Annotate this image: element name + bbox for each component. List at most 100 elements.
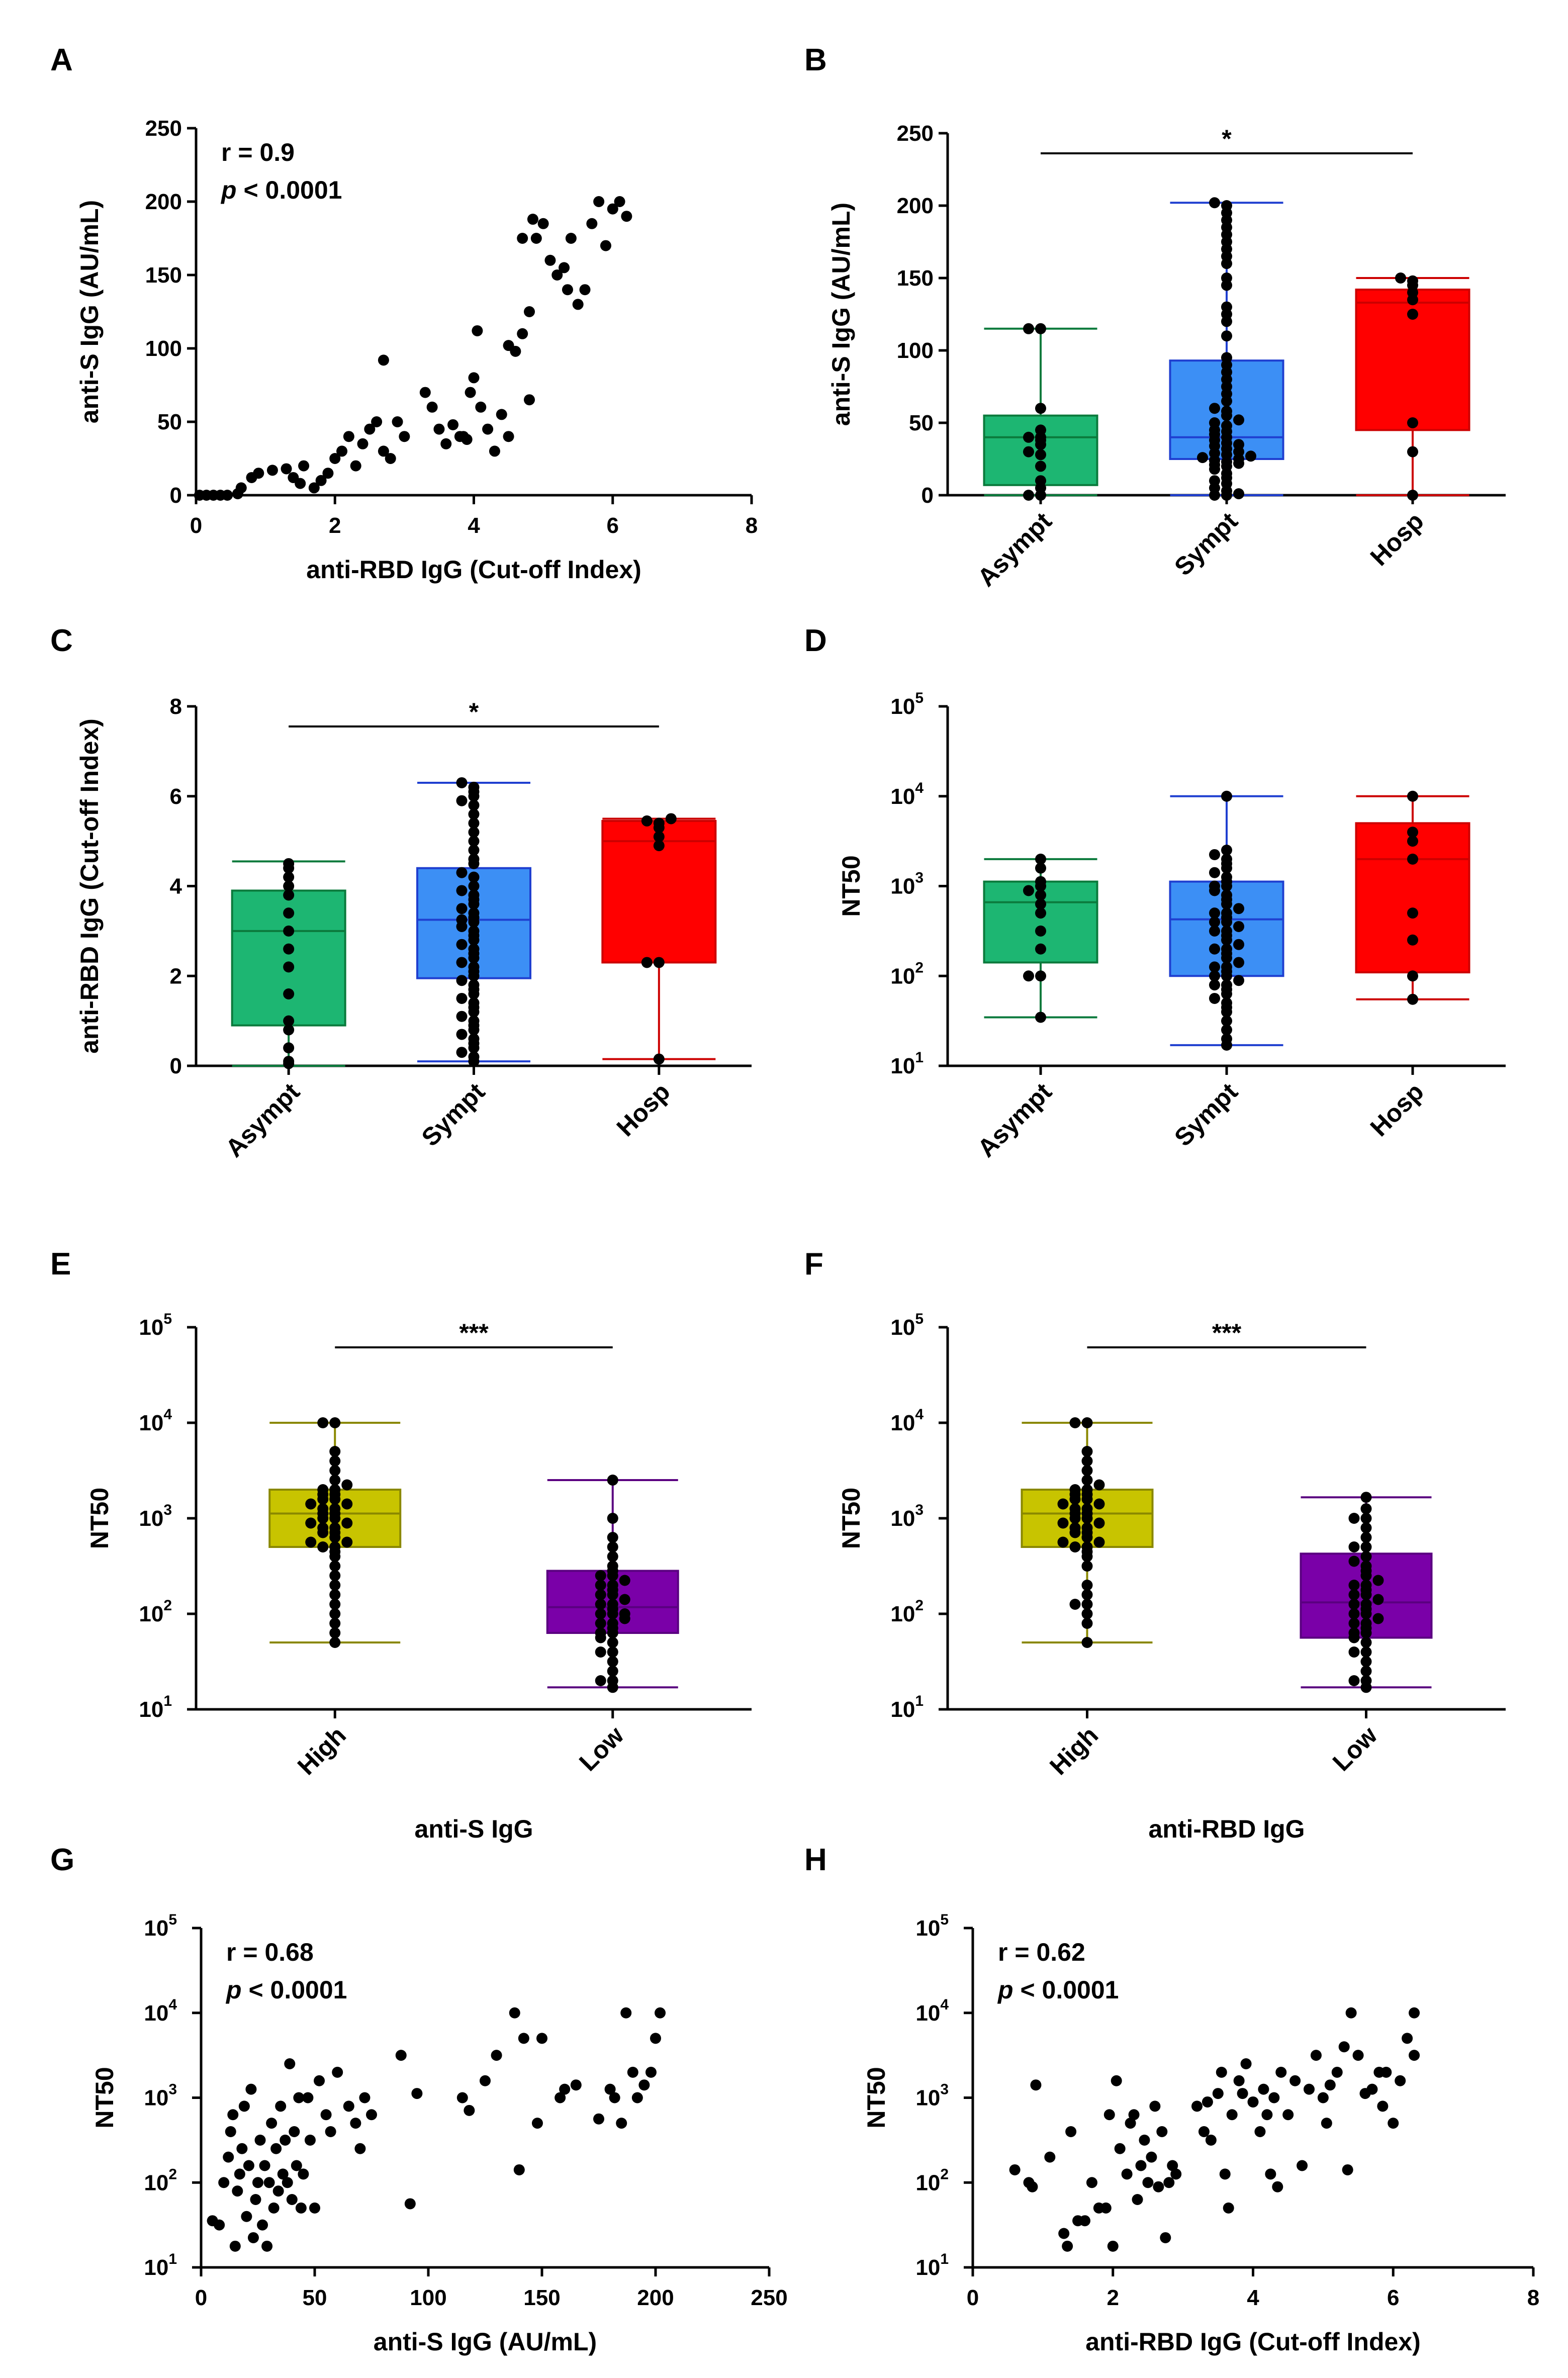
box-data-point: [329, 1455, 341, 1467]
scatter-point: [509, 2007, 520, 2019]
box-data-point: [468, 781, 480, 793]
box-data-point: [1081, 1446, 1093, 1457]
scatter-point: [468, 372, 480, 384]
box-data-point: [283, 1015, 295, 1027]
y-axis-label: NT50: [837, 1488, 865, 1549]
box-data-point: [1081, 1589, 1093, 1600]
box-data-point: [283, 907, 295, 919]
box-data-point: [1221, 925, 1232, 937]
y-tick-exponent: 1: [915, 1693, 924, 1709]
y-tick-exponent: 4: [940, 1996, 949, 2013]
scatter-point: [1352, 2050, 1364, 2061]
box-data-point: [468, 925, 480, 937]
box-data-point: [341, 1498, 353, 1510]
box-data-point: [1069, 1503, 1081, 1514]
box-data-point: [607, 1618, 618, 1629]
box-data-point: [1360, 1532, 1372, 1543]
box-data-point: [1081, 1637, 1093, 1648]
y-tick-label: 105: [890, 1311, 924, 1340]
scatter-point: [1395, 2075, 1406, 2086]
box-data-point: [1360, 1647, 1372, 1658]
scatter-point: [1377, 2100, 1389, 2112]
box-data-point: [1360, 1599, 1372, 1610]
scatter-point: [1132, 2194, 1143, 2205]
box-data-point: [607, 1637, 618, 1648]
box-data-point: [1023, 885, 1034, 896]
scatter-point: [236, 2143, 248, 2154]
box-data-point: [1035, 925, 1046, 937]
scatter-point: [570, 2079, 582, 2091]
scatter-point: [1135, 2160, 1147, 2171]
box-data-point: [456, 1047, 468, 1058]
box-data-point: [456, 1011, 468, 1022]
scatter-point: [433, 423, 445, 435]
box-data-point: [607, 1551, 618, 1562]
box-data-point: [329, 1608, 341, 1619]
y-tick-label: 104: [915, 1996, 949, 2026]
scatter-point: [1237, 2088, 1248, 2099]
y-tick-exponent: 3: [940, 2081, 949, 2098]
y-tick-label: 101: [139, 1693, 172, 1722]
box-data-point: [468, 979, 480, 991]
box-data-point: [456, 885, 468, 896]
y-tick-label: 50: [909, 411, 934, 435]
box-data-point: [1221, 907, 1232, 919]
significance-label: ***: [459, 1319, 489, 1347]
y-tick-exponent: 1: [163, 1693, 172, 1709]
y-axis-label: NT50: [85, 1488, 114, 1549]
y-tick-exponent: 2: [940, 2166, 949, 2182]
scatter-point: [350, 460, 361, 472]
y-axis-label: NT50: [862, 2067, 890, 2128]
box-data-point: [1093, 1498, 1105, 1510]
box-data-point: [1069, 1417, 1081, 1428]
box-data-point: [1035, 970, 1046, 982]
y-tick-exponent: 4: [163, 1406, 172, 1423]
box-data-point: [1035, 403, 1046, 414]
scatter-point: [385, 453, 396, 464]
box-data-point: [1035, 1012, 1046, 1023]
x-axis-label: anti-S IgG: [414, 1815, 533, 1843]
y-tick-label: 4: [170, 874, 182, 899]
scatter-point: [266, 2118, 278, 2129]
box-data-point: [456, 777, 468, 788]
box-data-point: [468, 889, 480, 901]
scatter-point: [266, 465, 278, 476]
scatter-point: [1254, 2126, 1266, 2137]
box-data-point: [607, 1561, 618, 1572]
p-italic: p: [997, 1976, 1013, 2004]
y-tick-exponent: 1: [168, 2251, 177, 2267]
scatter-point: [1317, 2092, 1329, 2103]
scatter-point: [572, 299, 584, 310]
scatter-point: [1107, 2240, 1119, 2252]
y-tick-label: 103: [144, 2081, 177, 2111]
scatter-point: [320, 2109, 332, 2121]
scatter-point: [218, 2177, 230, 2188]
scatter-point: [1409, 2007, 1420, 2019]
box-data-point: [641, 957, 653, 968]
scatter-point: [638, 2079, 650, 2091]
box-data-point: [283, 858, 295, 869]
category-label: Hosp: [1365, 507, 1429, 571]
scatter-point: [253, 468, 264, 479]
y-tick-exponent: 2: [915, 959, 924, 976]
box-data-point: [595, 1589, 606, 1600]
box-data-point: [329, 1522, 341, 1533]
panel-f-boxplot: 101 102 103 104 105 NT50 High Low *** anti-RBD Ig…: [837, 1311, 1506, 1843]
box-data-point: [1081, 1522, 1093, 1533]
box-data-point: [1395, 272, 1406, 284]
box-data-point: [1221, 405, 1232, 417]
y-tick-exponent: 4: [915, 780, 924, 796]
scatter-point: [1282, 2109, 1294, 2121]
scatter-point: [1198, 2126, 1210, 2137]
scatter-point: [1240, 2058, 1252, 2069]
scatter-point: [480, 2075, 491, 2086]
box-data-point: [619, 1608, 630, 1619]
box-data-point: [653, 840, 665, 852]
scatter-point: [234, 2168, 245, 2180]
box-data-point: [1035, 323, 1046, 334]
box-data-point: [1081, 1484, 1093, 1495]
panel-b-boxplot: 0 50 100 150 200 250 anti-S IgG (AU/mL) Asympt S…: [827, 121, 1506, 592]
scatter-point: [616, 2118, 627, 2129]
box-data-point: [1081, 1455, 1093, 1467]
box-data-point: [1081, 1541, 1093, 1552]
